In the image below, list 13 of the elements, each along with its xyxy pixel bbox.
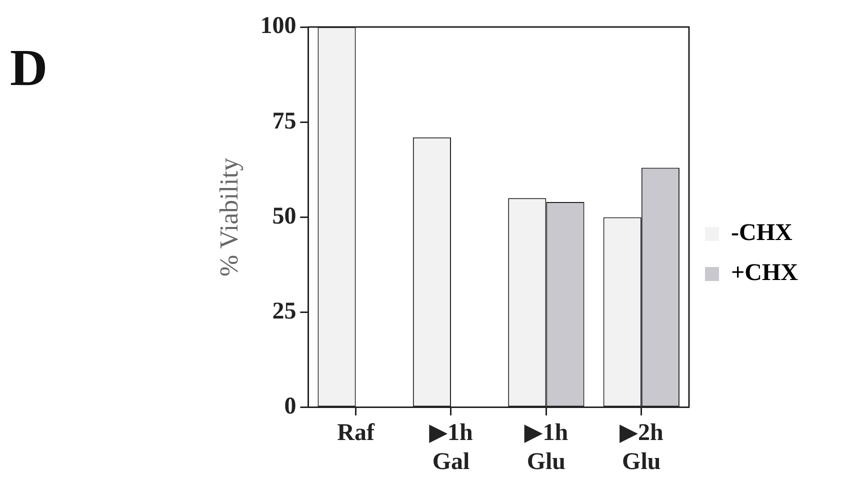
y-tick-label: 50 <box>272 203 296 230</box>
text: D <box>10 40 48 97</box>
x-tick-label: ▶1h Gal <box>429 420 473 475</box>
y-tick-label: 25 <box>272 298 296 325</box>
y-tick-label: 100 <box>260 13 296 40</box>
x-tick-label: ▶2h Glu <box>619 420 664 475</box>
legend-label: -CHX <box>730 220 793 246</box>
y-tick-label: 0 <box>284 394 296 420</box>
x-tick-label: ▶1h Glu <box>524 420 568 475</box>
x-tick-label: Raf <box>337 420 376 446</box>
legend-label: +CHX <box>730 260 799 286</box>
y-axis-title: % Viability <box>214 158 244 276</box>
y-tick-label: 75 <box>272 108 296 134</box>
